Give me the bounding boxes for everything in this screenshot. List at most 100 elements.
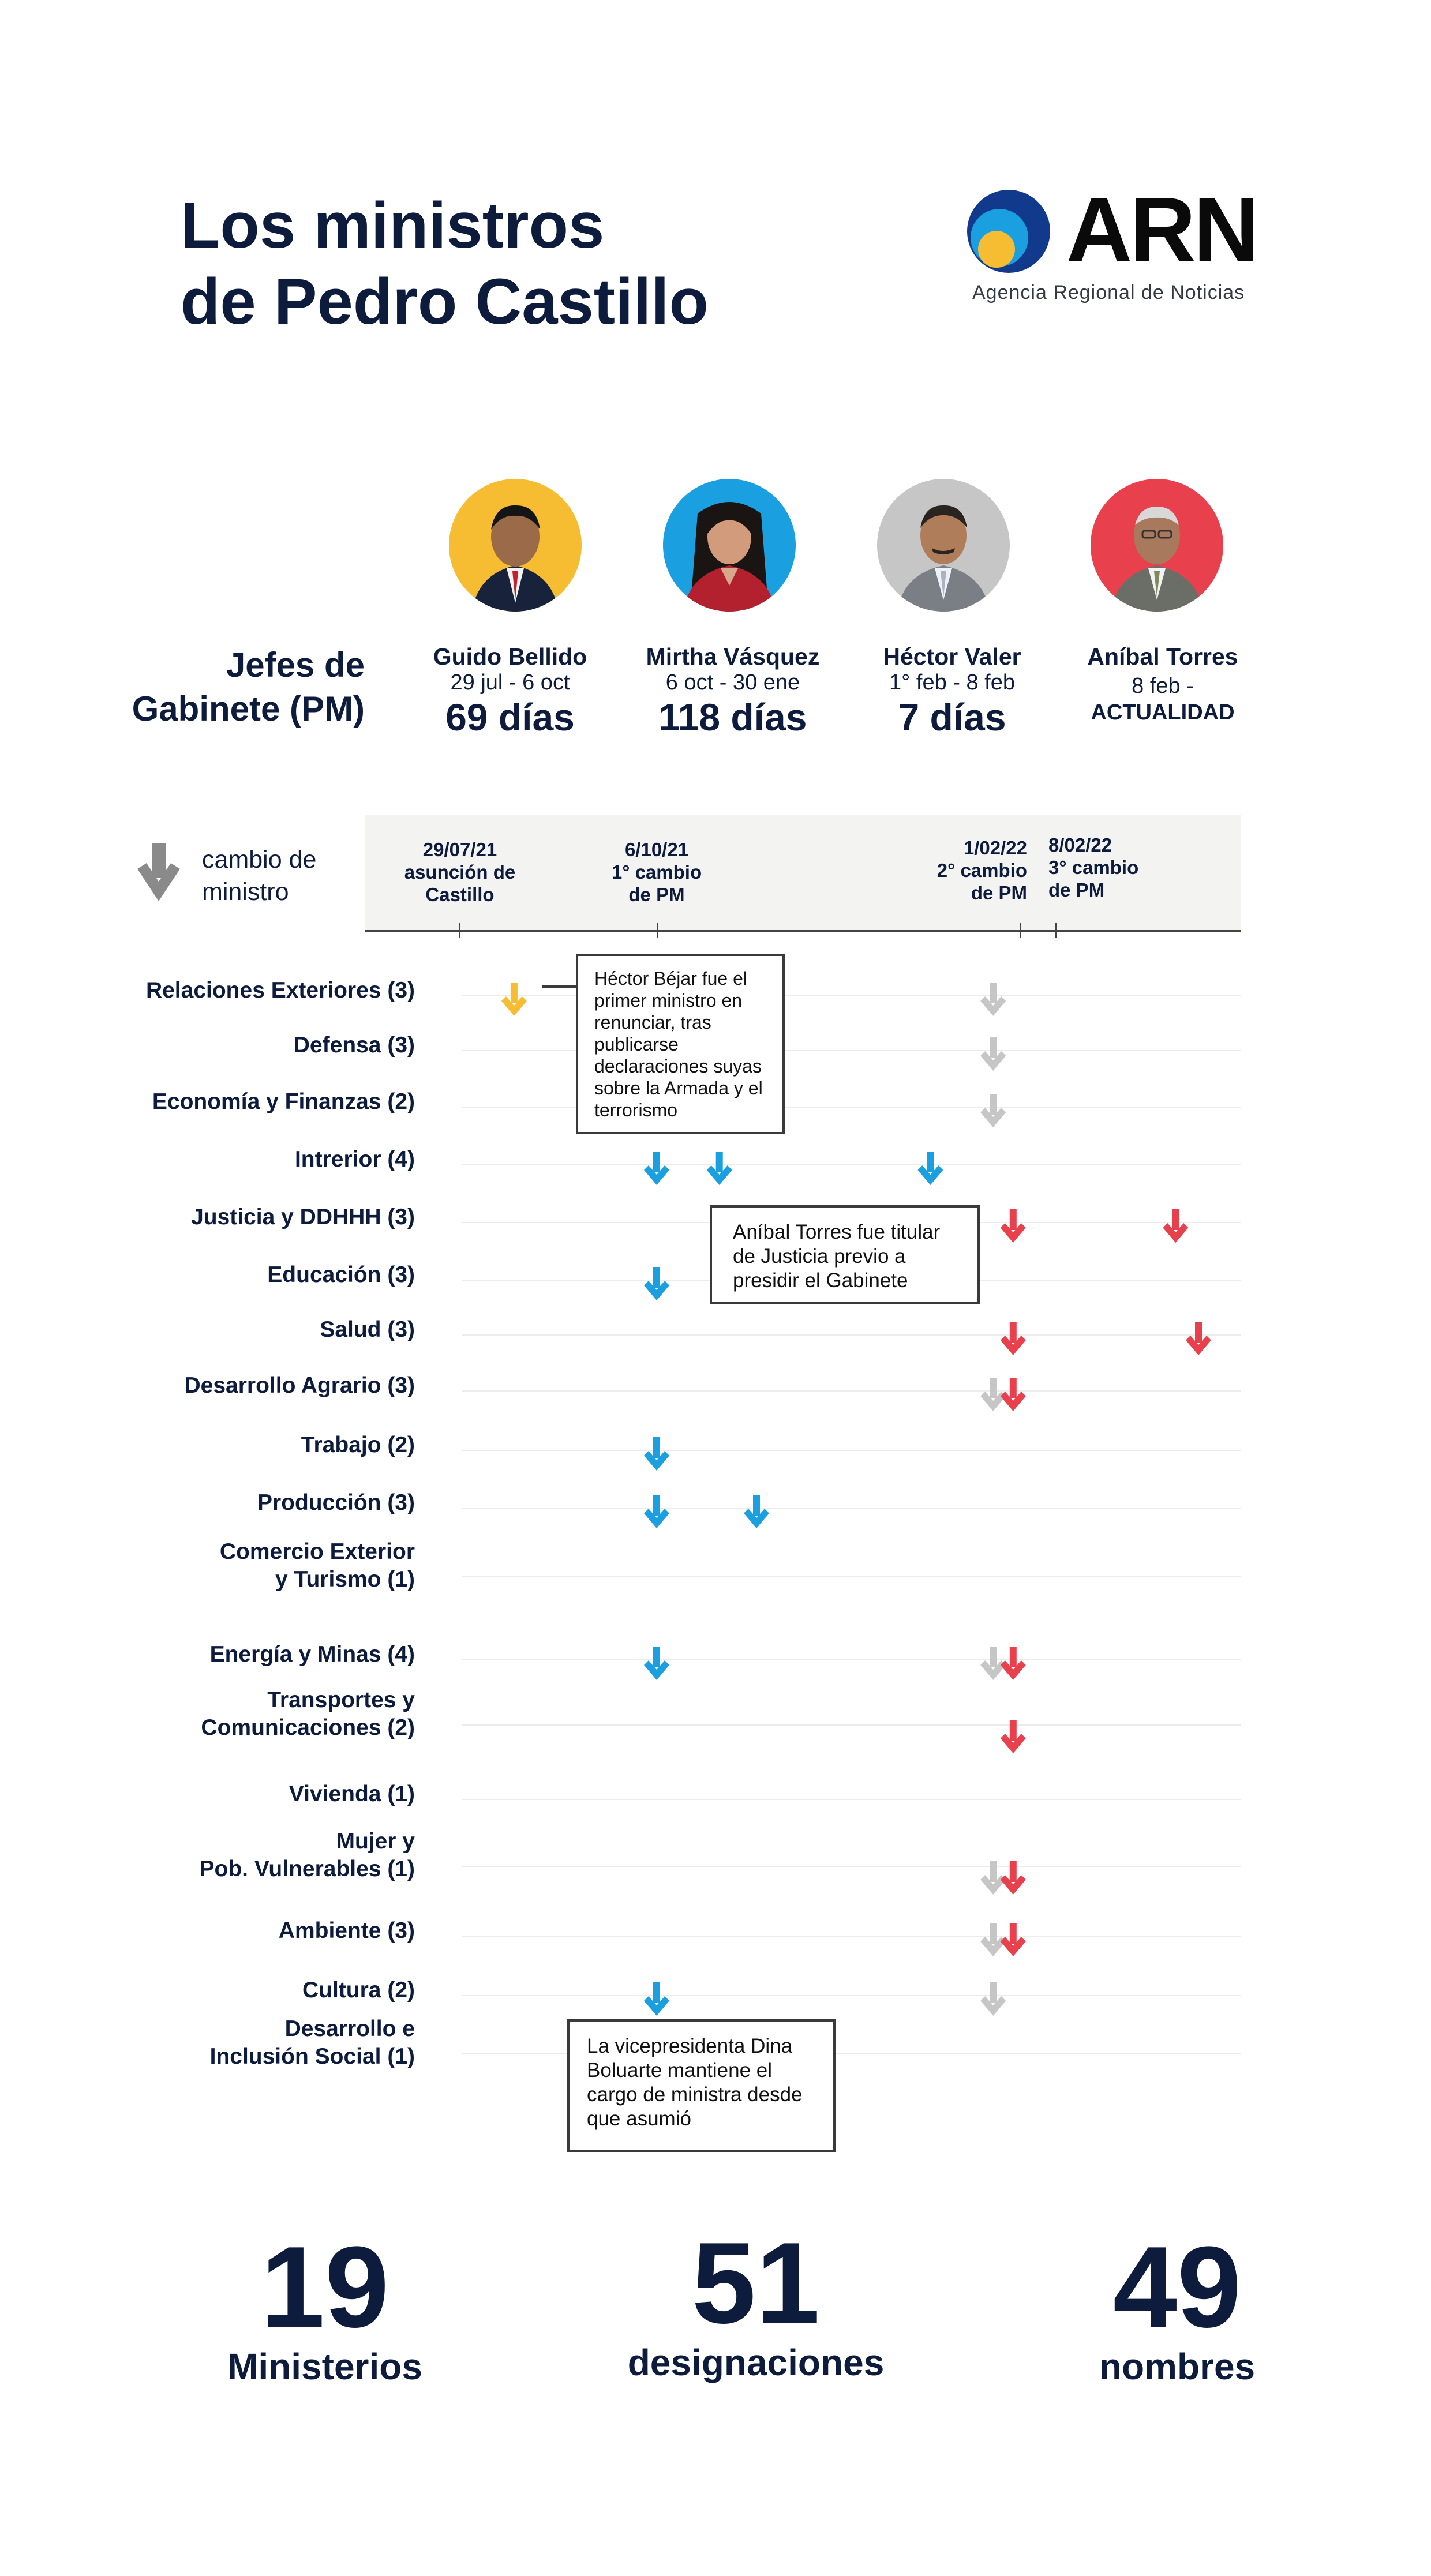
change-arrow-icon <box>644 1267 669 1300</box>
change-arrow-icon <box>644 1495 669 1528</box>
ministry-label: Desarrollo Agrario (3) <box>185 1372 415 1400</box>
ministry-label-line-1: Comercio Exterior <box>219 1539 415 1564</box>
note-bejar: Héctor Béjar fue el primer ministro en r… <box>576 954 785 1134</box>
ministry-label-line-2: Comunicaciones (2) <box>201 1715 415 1740</box>
event-asuncion: 29/07/21 asunción de Castillo <box>404 838 516 906</box>
ministry-label-line-1: Desarrollo Agrario (3) <box>184 1373 415 1398</box>
ministry-label: Salud (3) <box>320 1316 415 1344</box>
change-arrow-icon <box>644 1982 669 2016</box>
ministry-label-line-1: Salud (3) <box>320 1317 415 1342</box>
event-cambio-2: 1/02/22 2° cambio de PM <box>937 837 1027 904</box>
change-arrow-icon <box>1186 1322 1211 1355</box>
ministry-row-line <box>462 1576 1241 1577</box>
ministry-label-line-1: Educación (3) <box>267 1262 415 1287</box>
pm-valer: Héctor Valer 1° feb - 8 feb 7 días <box>831 643 1073 739</box>
ministry-label-line-2: Pob. Vulnerables (1) <box>199 1857 415 1881</box>
pm-label-line-1: Jefes de <box>226 646 365 684</box>
stat-label: Ministerios <box>227 2346 422 2387</box>
arn-logo-icon <box>967 190 1050 273</box>
ministry-row-line <box>462 2053 1241 2054</box>
avatar-bellido <box>449 479 582 612</box>
pm-name: Mirtha Vásquez <box>646 643 820 670</box>
logo-text: ARN <box>1066 179 1259 280</box>
stat-nombres: 49 nombres <box>1004 2230 1350 2388</box>
event-desc-1: asunción de <box>404 861 516 883</box>
ministry-label-line-1: Mujer y <box>336 1829 415 1854</box>
ministry-label: Justicia y DDHHH (3) <box>191 1203 415 1231</box>
portrait-valer-icon <box>877 479 1010 612</box>
legend-line-2: ministro <box>202 878 289 906</box>
event-desc-2: de PM <box>628 884 685 905</box>
note-bejar-line: renunciar, tras <box>594 1012 711 1033</box>
event-desc-1: 1° cambio <box>611 861 702 883</box>
ministry-label-line-1: Intrerior (4) <box>294 1147 415 1172</box>
note-boluarte-line: La vicepresidenta Dina <box>587 2035 793 2057</box>
change-arrow-icon <box>980 1037 1006 1071</box>
ministry-label-line-1: Relaciones Exteriores (3) <box>145 978 415 1003</box>
change-arrow-icon <box>1000 1647 1026 1680</box>
change-arrow-icon <box>644 1647 669 1680</box>
ministry-row-line <box>462 1659 1241 1660</box>
ministry-label-line-1: Trabajo (2) <box>301 1433 415 1457</box>
event-date: 29/07/21 <box>422 839 497 860</box>
change-arrow-icon <box>980 1647 1006 1680</box>
pm-name: Guido Bellido <box>433 643 587 670</box>
note-bejar-line: Héctor Béjar fue el <box>594 968 748 989</box>
ministry-changes-chart <box>501 983 1211 2016</box>
ministry-label-line-1: Ambiente (3) <box>278 1918 415 1943</box>
ministry-label-line-1: Cultura (2) <box>302 1978 415 2003</box>
stat-designaciones: 51 designaciones <box>583 2226 929 2384</box>
ministry-label: Energía y Minas (4) <box>210 1641 415 1668</box>
ministry-row-line <box>462 1724 1241 1726</box>
change-arrow-icon <box>1000 1720 1026 1753</box>
ministry-row-line <box>462 1107 1241 1108</box>
event-desc-1: 3° cambio <box>1048 857 1139 878</box>
pm-name: Héctor Valer <box>883 643 1021 670</box>
ministry-label: Educación (3) <box>267 1261 415 1289</box>
stat-number: 51 <box>691 2219 821 2348</box>
note-torres: Aníbal Torres fue titular de Justicia pr… <box>710 1205 980 1304</box>
avatar-valer <box>877 479 1010 612</box>
note-torres-line: de Justicia previo a <box>733 1245 906 1268</box>
ministry-row-line <box>462 1334 1241 1336</box>
pm-days: 69 días <box>445 696 575 738</box>
note-bejar-line: terrorismo <box>594 1100 678 1120</box>
title-line-1: Los ministros <box>181 189 605 261</box>
ministry-label-line-2: Inclusión Social (1) <box>209 2044 415 2069</box>
event-desc-2: Castillo <box>425 884 495 905</box>
pm-days: 118 días <box>658 696 807 738</box>
pm-dates: 1° feb - 8 feb <box>889 670 1015 695</box>
change-arrow-icon <box>1000 1322 1026 1355</box>
change-arrow-icon <box>980 983 1006 1016</box>
ministry-row-line <box>462 1450 1241 1451</box>
note-boluarte-line: Boluarte mantiene el <box>587 2059 773 2082</box>
avatar-vasquez <box>663 479 796 612</box>
ministry-label: Producción (3) <box>257 1489 415 1517</box>
note-bejar-line: primer ministro en <box>594 990 743 1011</box>
pm-dates: 8 feb - <box>1132 674 1194 698</box>
change-arrow-icon <box>980 1094 1006 1127</box>
ministry-label: Cultura (2) <box>302 1977 415 2004</box>
ministry-label: Relaciones Exteriores (3) <box>146 977 415 1004</box>
stat-ministerios: 19 Ministerios <box>152 2230 498 2388</box>
timeline-axis <box>365 930 1241 932</box>
change-arrow-icon <box>1000 1209 1026 1243</box>
ministry-row-line <box>462 1050 1241 1051</box>
stat-label: nombres <box>1099 2346 1256 2387</box>
ministry-label-line-1: Desarrollo e <box>284 2016 415 2041</box>
event-cambio-3: 8/02/22 3° cambio de PM <box>1048 834 1138 901</box>
change-arrow-icon <box>744 1495 769 1528</box>
ministry-label-line-1: Transportes y <box>267 1688 415 1712</box>
portrait-bellido-icon <box>449 479 582 612</box>
ministry-row-line <box>462 1866 1241 1867</box>
change-arrow-icon <box>980 1861 1006 1895</box>
portrait-torres-icon <box>1091 479 1223 612</box>
note-torres-line: presidir el Gabinete <box>733 1269 908 1292</box>
tick-cambio-2 <box>1020 923 1021 938</box>
note-boluarte: La vicepresidenta Dina Boluarte mantiene… <box>567 2019 836 2152</box>
ministry-label: Defensa (3) <box>294 1032 415 1059</box>
ministry-label-line-1: Vivienda (1) <box>289 1782 415 1806</box>
event-date: 8/02/22 <box>1048 834 1112 856</box>
ministry-label: Ambiente (3) <box>279 1917 415 1945</box>
note-bejar-line: declaraciones suyas <box>594 1056 762 1077</box>
